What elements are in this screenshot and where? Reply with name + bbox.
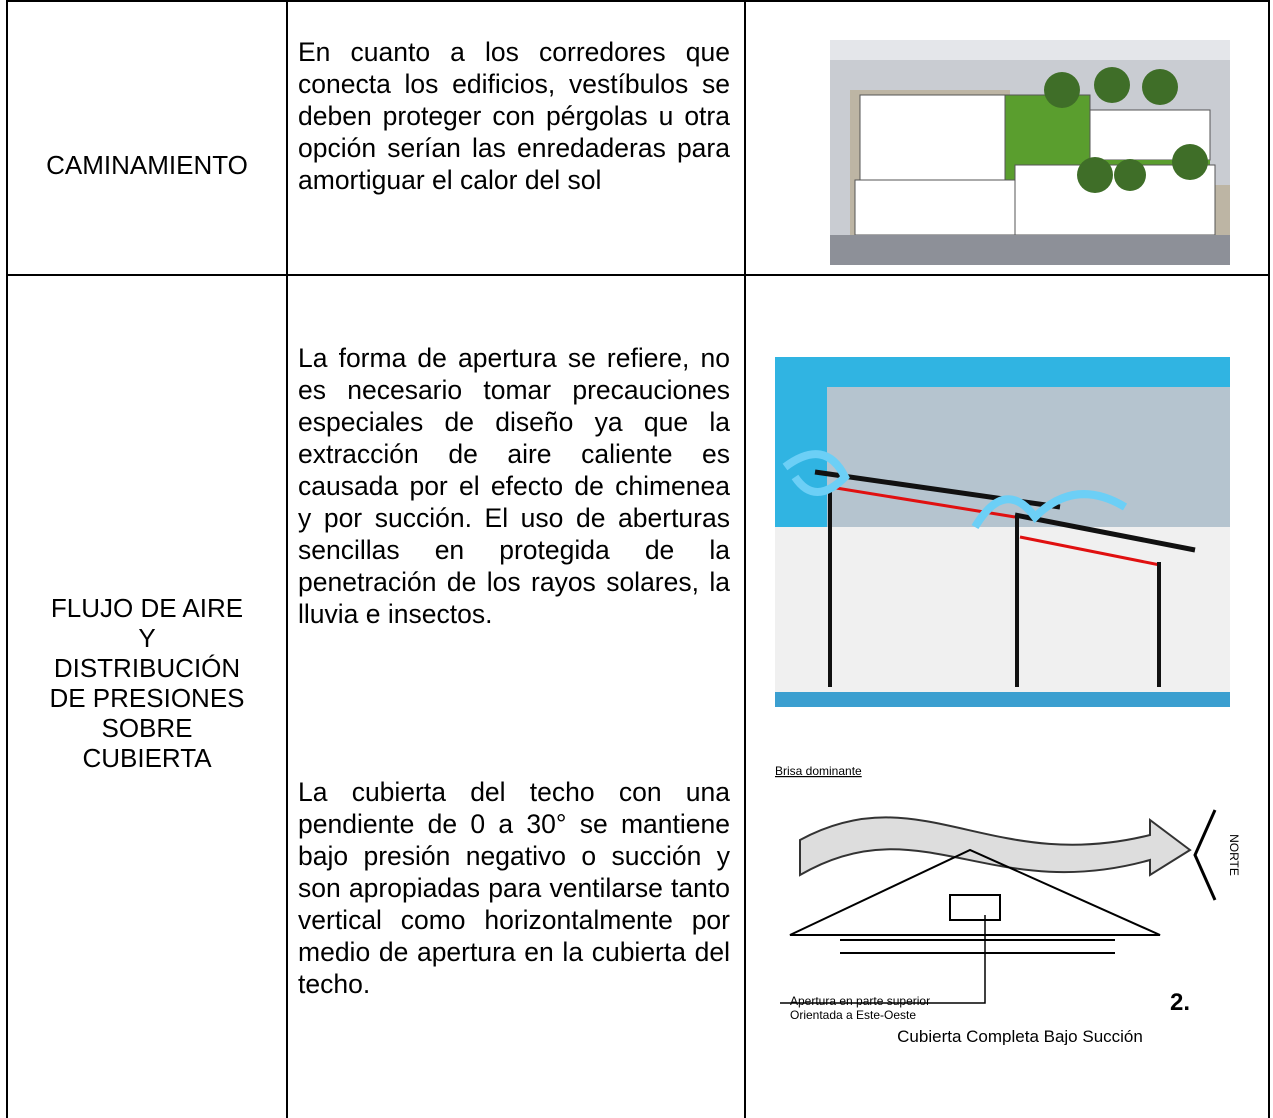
border <box>286 0 288 1118</box>
label-line: CAMINAMIENTO <box>46 150 248 180</box>
border <box>6 0 1270 2</box>
border <box>744 0 746 1118</box>
row-label: CAMINAMIENTO <box>8 150 286 180</box>
label-line: FLUJO DE AIRE <box>50 593 244 623</box>
row-label: FLUJO DE AIRE Y DISTRIBUCIÓN DE PRESIONE… <box>8 593 286 773</box>
diagram-label: Brisa dominante <box>775 764 862 778</box>
label-line: SOBRE <box>101 713 193 743</box>
figure-number: 2. <box>1170 989 1190 1016</box>
label-line: DISTRIBUCIÓN <box>53 653 241 683</box>
label-line: DE PRESIONES <box>49 683 245 713</box>
paragraph: En cuanto a los corredores que conecta l… <box>298 37 730 195</box>
paragraph: La cubierta del techo con una pendiente … <box>298 777 730 999</box>
border <box>6 0 8 1118</box>
label-line: Y <box>138 623 156 653</box>
site-plan-image <box>830 40 1230 265</box>
border <box>1268 0 1270 1118</box>
north-label: NORTE <box>1227 834 1240 876</box>
label-line: CUBIERTA <box>82 743 212 773</box>
border <box>6 274 1270 276</box>
paragraph: La forma de apertura se refiere, no es n… <box>298 343 730 629</box>
diagram: Brisa dominante NORTE Apertura en parte … <box>775 764 1240 1045</box>
caption: Cubierta Completa Bajo Succión <box>897 1027 1143 1045</box>
diagram-label: Orientada a Este-Oeste <box>790 1008 916 1022</box>
diagram-label: Apertura en parte superior <box>790 994 930 1008</box>
section-image <box>775 357 1230 707</box>
